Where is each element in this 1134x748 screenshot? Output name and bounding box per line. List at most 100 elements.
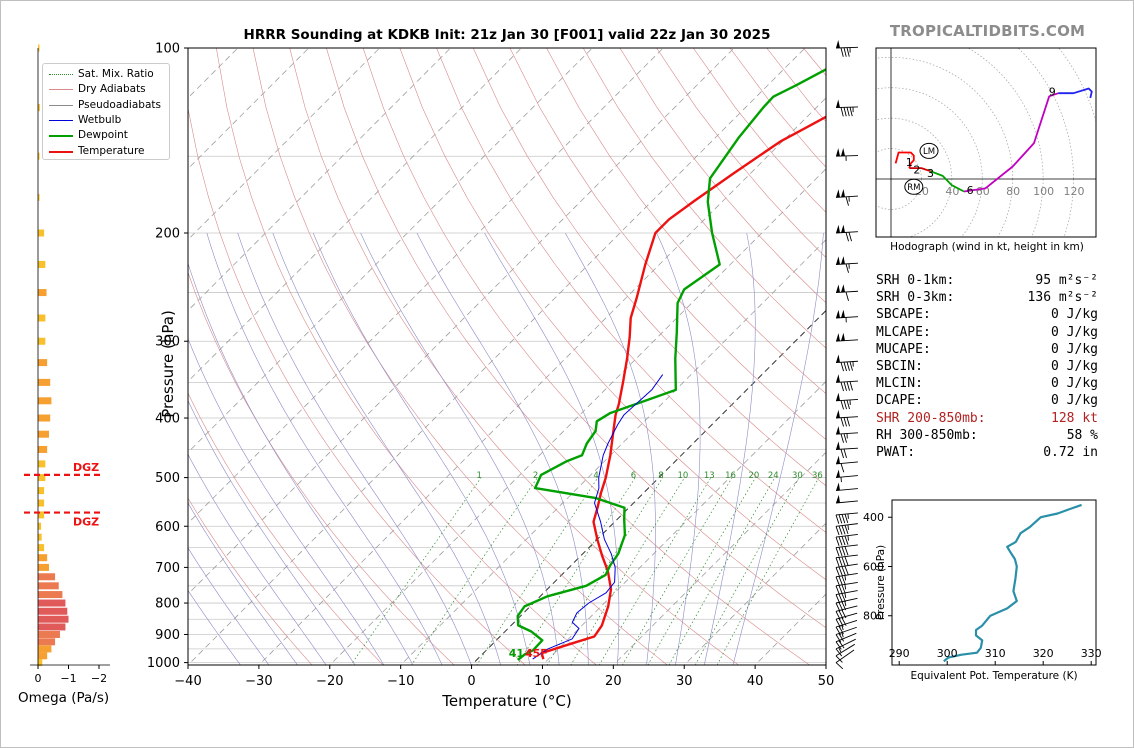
omega-bar [38, 563, 49, 571]
barb-full [838, 633, 845, 642]
hodo-frame [875, 47, 1097, 238]
pseudoadiabat [416, 232, 589, 665]
omega-bar [38, 659, 43, 667]
barb-flag [840, 224, 845, 233]
stat-value: 0 J/kg [1051, 393, 1098, 409]
barb-full [845, 263, 849, 273]
omega-bar [38, 314, 46, 322]
barb-full [849, 361, 853, 371]
barb-staff [835, 649, 855, 663]
omega-bar [38, 599, 66, 607]
stat-row: SBCAPE: 0 J/kg [876, 306, 1098, 323]
y-tick-label: 900 [155, 628, 180, 643]
mixing-ratio-label: 20 [748, 471, 759, 481]
barb-full [844, 556, 849, 566]
hodo-ring-label: 80 [1006, 185, 1020, 198]
omega-bar [38, 533, 42, 541]
stat-row: SRH 0-1km: 95 m²s⁻² [876, 272, 1098, 289]
wind-barb [835, 455, 858, 473]
barb-full [849, 381, 853, 391]
wind-barb [835, 39, 859, 57]
hodo-ring-label: 120 [1064, 185, 1085, 198]
stat-label: MLCIN: [876, 376, 923, 392]
omega-bar [38, 554, 48, 562]
barb-staff [835, 360, 858, 364]
barb-flag [836, 374, 840, 383]
barb-staff [835, 262, 858, 265]
wind-barb [835, 224, 858, 242]
barb-full [838, 618, 844, 627]
barb-half [841, 632, 844, 638]
omega-axis-label: Omega (Pa/s) [18, 690, 110, 706]
brand-watermark: TROPICALTIDBITS.COM [889, 22, 1086, 40]
isotherm-line [188, 48, 522, 383]
barb-full [835, 536, 840, 546]
dgz-label: DGZ [73, 516, 99, 529]
barb-full [835, 655, 843, 663]
barb-flag [836, 284, 840, 293]
wind-barb [835, 392, 858, 410]
wind-barb [835, 188, 858, 206]
barb-full [841, 584, 846, 594]
barb-half [847, 524, 849, 530]
barb-full [841, 609, 847, 619]
dry-adiabat [188, 497, 313, 665]
mixing-ratio-label: 24 [768, 471, 779, 481]
x-tick-label: −40 [174, 674, 201, 689]
wind-barb [835, 494, 858, 504]
omega-bar [38, 104, 40, 112]
chart-title: HRRR Sounding at KDKB Init: 21z Jan 30 [… [243, 27, 771, 43]
dry-adiabat [546, 48, 826, 395]
barb-full [841, 575, 846, 585]
hodo-ring-label: 40 [945, 185, 959, 198]
thetae-frame [891, 499, 1097, 666]
barb-full [835, 585, 840, 595]
barb-full [848, 232, 852, 242]
stat-label: SBCIN: [876, 358, 923, 374]
dry-adiabat [289, 48, 739, 665]
y-tick-label: 700 [155, 561, 180, 576]
hodo-height-label: 1 [906, 156, 913, 169]
barb-staff [835, 380, 858, 383]
barb-staff [835, 563, 858, 568]
stat-row: SBCIN: 0 J/kg [876, 358, 1098, 375]
barb-full [843, 107, 847, 117]
wind-barb [835, 256, 858, 273]
barb-full [835, 648, 843, 657]
barb-full [835, 662, 844, 670]
mixing-ratio-line [411, 477, 538, 665]
y-tick-label: 200 [155, 227, 180, 242]
barb-full [838, 585, 843, 595]
x-tick-label: −10 [387, 674, 414, 689]
barb-full [835, 576, 840, 586]
mixing-ratio-line [716, 477, 820, 665]
omega-bar [38, 460, 46, 468]
barb-half [844, 575, 847, 581]
barb-staff [835, 231, 858, 234]
wind-barb [835, 441, 858, 459]
barb-flag [836, 189, 840, 198]
barb-full [838, 640, 845, 649]
thetae-x-tick-label: 300 [937, 647, 958, 660]
omega-bar [38, 544, 45, 552]
hodo-height-label: 3 [927, 167, 934, 180]
x-tick-label: 20 [605, 674, 622, 689]
omega-bar [38, 44, 40, 52]
stat-label: SHR 200-850mb: [876, 410, 986, 426]
omega-bar [38, 630, 60, 638]
hodo-segment [909, 167, 931, 173]
legend: Sat. Mix. Ratio Dry Adiabats Pseudoadiabat… [42, 63, 170, 160]
barb-full [835, 594, 841, 604]
barb-staff [835, 290, 858, 294]
isotherm-line [188, 48, 664, 524]
stat-label: SBCAPE: [876, 307, 931, 323]
omega-bar [38, 582, 59, 590]
hodo-segment [894, 151, 915, 169]
dry-adiabat [619, 48, 826, 304]
barb-flag [836, 256, 840, 265]
barb-flag [840, 332, 845, 341]
barb-staff [835, 339, 858, 342]
wind-barb [835, 284, 858, 301]
dry-adiabat [362, 48, 826, 629]
